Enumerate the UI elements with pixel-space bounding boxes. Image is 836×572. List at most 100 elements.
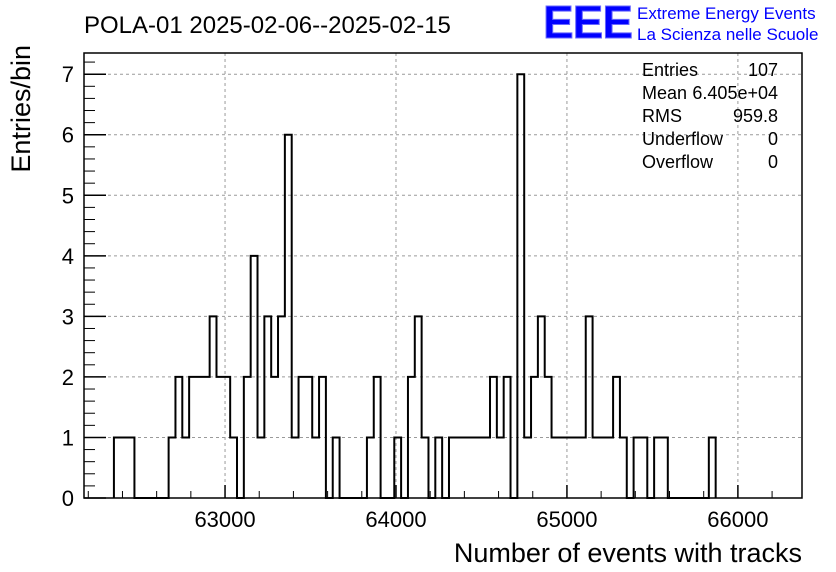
histogram-bin — [593, 437, 600, 498]
histogram-bin — [579, 437, 586, 498]
histogram-bin — [524, 437, 531, 498]
histogram-bin — [552, 437, 559, 498]
x-tick-label: 64000 — [365, 507, 426, 532]
histogram-bin — [196, 377, 203, 498]
stat-mean-value: 6.405e+04 — [692, 83, 778, 103]
histogram-bin — [223, 377, 230, 498]
histogram-bin — [531, 377, 538, 498]
histogram-bin — [292, 437, 299, 498]
histogram-bin — [422, 437, 429, 498]
x-axis-title: Number of events with tracks — [454, 538, 802, 568]
histogram-bin — [565, 437, 572, 498]
histogram-bin — [230, 437, 237, 498]
histogram-bin — [538, 316, 545, 498]
y-tick-labels: 0 1 2 3 4 5 6 7 — [62, 62, 74, 511]
x-tick-labels: 63000 64000 65000 66000 — [194, 507, 768, 532]
histogram-bin — [121, 437, 128, 498]
stat-overflow-label: Overflow — [642, 152, 714, 172]
histogram-bin — [620, 437, 627, 498]
stat-underflow-value: 0 — [768, 129, 778, 149]
histogram-bin — [456, 437, 463, 498]
stat-rms-value: 959.8 — [733, 106, 778, 126]
x-tick-label: 63000 — [194, 507, 255, 532]
y-tick-label: 6 — [62, 123, 74, 148]
stat-entries-label: Entries — [642, 60, 698, 80]
histogram-bin — [449, 437, 456, 498]
histogram-bin — [367, 437, 374, 498]
histogram-bin — [654, 437, 661, 498]
histogram-bin — [175, 377, 182, 498]
histogram-bin — [203, 377, 210, 498]
histogram-bin — [613, 377, 620, 498]
logo-line-1: Extreme Energy Events — [637, 4, 816, 23]
y-tick-label: 3 — [62, 304, 74, 329]
histogram-bin — [463, 437, 470, 498]
grid-lines — [84, 53, 802, 498]
y-axis-title: Entries/bin — [6, 45, 36, 173]
histogram-bin — [305, 377, 312, 498]
histogram-bin — [558, 437, 565, 498]
y-tick-label: 4 — [62, 244, 74, 269]
histogram-series — [112, 73, 717, 499]
histogram-bin — [634, 437, 641, 498]
histogram-bin — [469, 437, 476, 498]
stat-entries-value: 107 — [748, 60, 778, 80]
logo-line-2: La Scienza nelle Scuole — [637, 25, 818, 44]
x-tick-label: 65000 — [536, 507, 597, 532]
histogram-bin — [114, 437, 121, 498]
histogram-bin — [606, 437, 613, 498]
histogram-bin — [545, 377, 552, 498]
chart-title: POLA-01 2025-02-06--2025-02-15 — [84, 12, 451, 39]
x-tick-label: 66000 — [707, 507, 768, 532]
histogram-bin — [319, 377, 326, 498]
y-tick-label: 2 — [62, 365, 74, 390]
histogram-bin — [251, 256, 258, 498]
axis-ticks — [84, 61, 773, 499]
stat-underflow-label: Underflow — [642, 129, 724, 149]
stat-rms-label: RMS — [642, 106, 682, 126]
y-tick-label: 0 — [62, 486, 74, 511]
histogram-bin — [490, 377, 497, 498]
y-tick-label: 1 — [62, 425, 74, 450]
histogram-bin — [497, 437, 504, 498]
histogram-bin — [210, 316, 217, 498]
histogram-bin — [285, 135, 292, 498]
histogram-bin — [374, 377, 381, 498]
histogram-bin — [408, 377, 415, 498]
histogram-bin — [517, 74, 524, 498]
histogram-bin — [415, 316, 422, 498]
histogram-bin — [312, 437, 319, 498]
histogram-bin — [271, 377, 278, 498]
histogram-bin — [258, 437, 265, 498]
histogram-bin — [333, 437, 340, 498]
y-tick-label: 5 — [62, 183, 74, 208]
histogram-bin — [661, 437, 668, 498]
histogram-bin — [169, 437, 176, 498]
histogram-bin — [128, 437, 135, 498]
histogram-bins — [114, 74, 716, 498]
histogram-bin — [483, 437, 490, 498]
histogram-bin — [586, 316, 593, 498]
histogram-bin — [278, 316, 285, 498]
histogram-bin — [264, 316, 271, 498]
histogram-bin — [394, 437, 401, 498]
histogram-bin — [504, 377, 511, 498]
histogram-bin — [189, 377, 196, 498]
histogram-bin — [435, 437, 442, 498]
stats-box: Entries 107 Mean 6.405e+04 RMS 959.8 Und… — [642, 60, 778, 172]
eee-logo-mark: EEE — [543, 0, 632, 48]
eee-logo: EEE Extreme Energy Events La Scienza nel… — [543, 0, 819, 49]
histogram-bin — [216, 377, 223, 498]
histogram-bin — [299, 377, 306, 498]
histogram-bin — [599, 437, 606, 498]
histogram-bin — [476, 437, 483, 498]
histogram-bin — [572, 437, 579, 498]
histogram-bin — [709, 437, 716, 498]
histogram-bin — [640, 437, 647, 498]
stat-mean-label: Mean — [642, 83, 687, 103]
histogram-bin — [244, 377, 251, 498]
y-tick-label: 7 — [62, 62, 74, 87]
histogram-bin — [182, 437, 189, 498]
plot-frame — [83, 52, 803, 499]
